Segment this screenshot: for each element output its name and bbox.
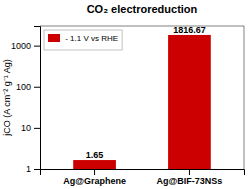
x-tick-mark [189,169,190,175]
data-label: 1816.67 [173,25,206,35]
y-tick-mark [34,87,40,88]
y-tick-label: 1000 [11,41,31,51]
y-axis-title: jCO (A cm⁻² g⁻¹ Ag) [2,59,12,137]
x-tick-label: Ag@BIF-73NSs [157,176,223,186]
y-tick: 1 [26,164,40,174]
legend-label: - 1.1 V vs RHE [63,34,118,43]
x-axis-line [41,170,245,176]
chart: 1 10 100 1000 Ag@Graphene Ag@BIF-73NSs 1.65 181… [0,0,252,189]
data-label: 1.65 [86,150,104,160]
x-tick: Ag@Graphene [63,169,126,186]
y-tick: 100 [16,82,40,92]
y-tick-label: 1 [26,164,31,174]
y-tick: 10 [21,123,40,133]
y-tick-mark [34,46,40,47]
y-axis: 1 10 100 1000 [11,27,41,175]
plot-frame [244,26,245,169]
y-axis-line [34,27,41,170]
bar [73,160,116,169]
y-tick-label: 10 [21,123,31,133]
y-tick: 1000 [11,41,40,51]
title: CO₂ electroreduction [87,3,198,15]
x-tick-mark [94,169,95,175]
y-tick-mark [34,169,40,170]
bar [168,35,211,169]
legend-frame [44,30,122,50]
y-tick-label: 100 [16,82,31,92]
x-tick: Ag@BIF-73NSs [157,169,223,186]
legend: - 1.1 V vs RHE [44,30,122,50]
plot: 1 10 100 1000 Ag@Graphene Ag@BIF-73NSs 1.65 181… [11,25,245,186]
x-tick-label: Ag@Graphene [63,176,126,186]
plot-frame [40,26,244,27]
bars [73,35,211,169]
y-tick-mark [34,128,40,129]
x-axis: Ag@Graphene Ag@BIF-73NSs [41,169,245,186]
legend-swatch [48,34,60,42]
